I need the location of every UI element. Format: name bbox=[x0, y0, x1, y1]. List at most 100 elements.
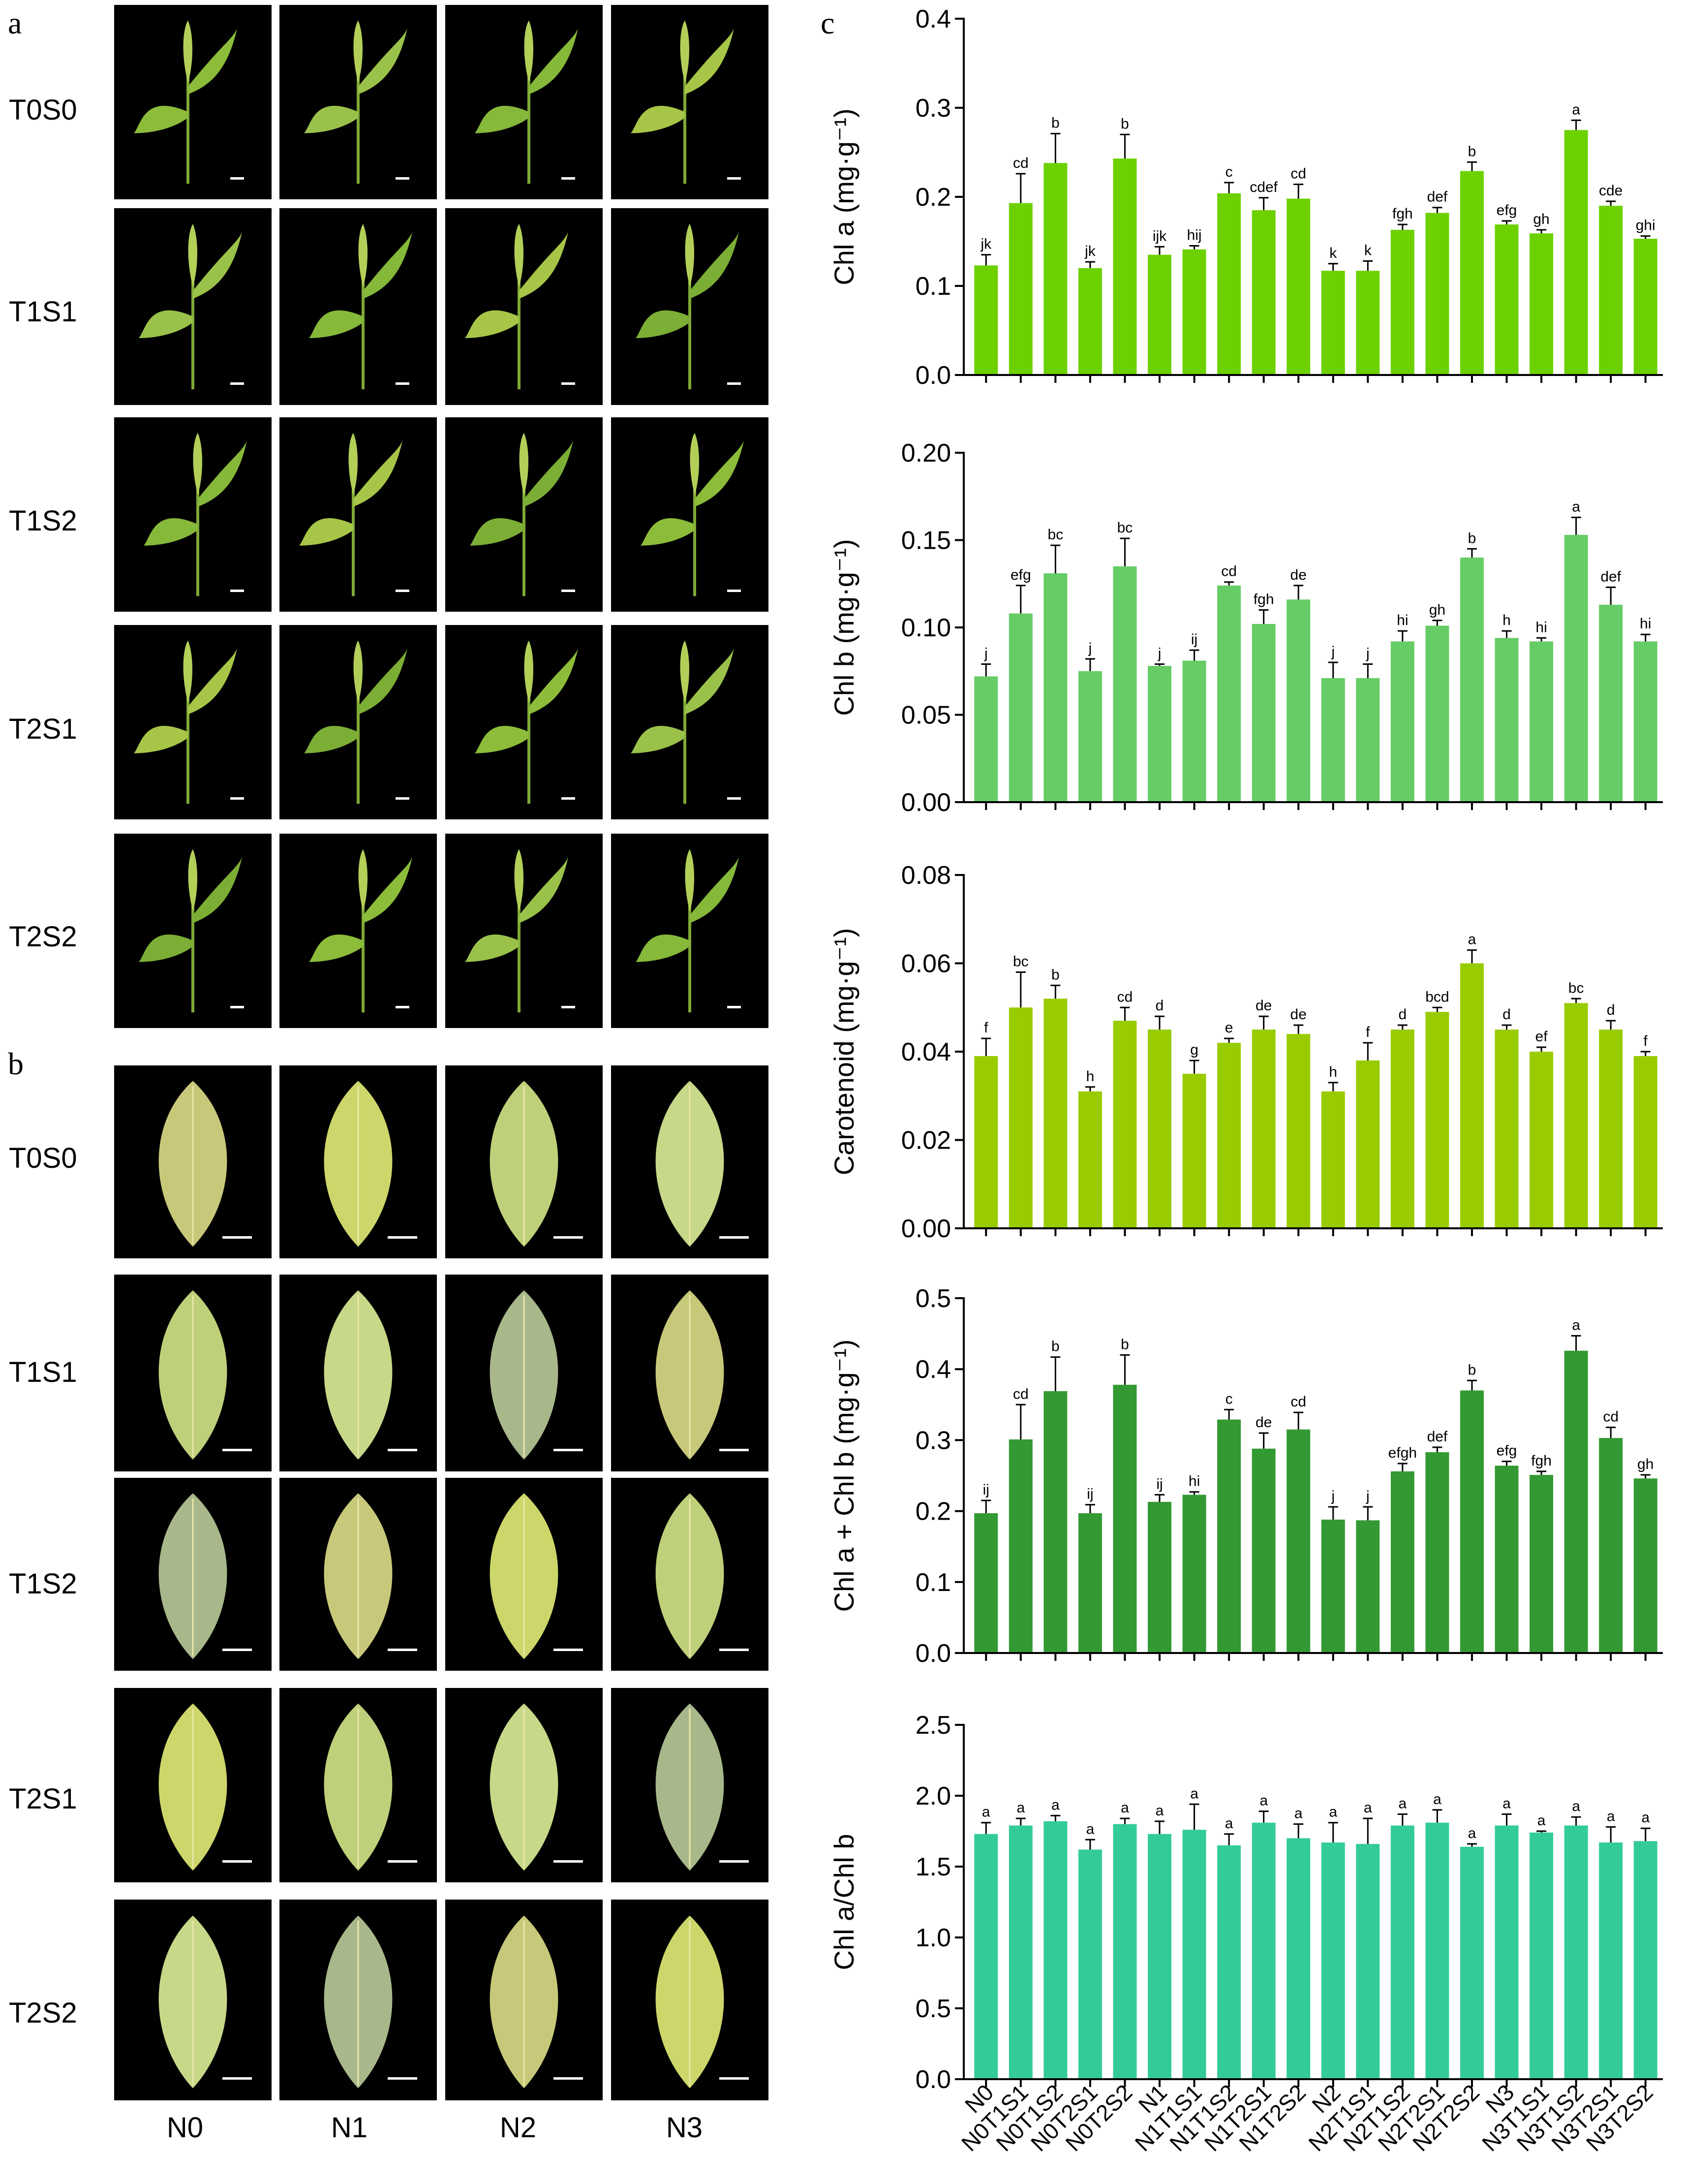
error-bar-4-N1T2S1 bbox=[1258, 1810, 1269, 1823]
panel-letter-b: b bbox=[8, 1046, 24, 1081]
sig-letter-2-N1T1S1: g bbox=[1190, 1042, 1198, 1058]
error-bar-2-N3T2S2 bbox=[1640, 1051, 1651, 1056]
scale-bar bbox=[222, 1449, 252, 1451]
error-bar-3-N0T1S1 bbox=[1015, 1404, 1026, 1439]
error-bar-1-N2T2S2 bbox=[1467, 548, 1477, 558]
y-tick-label-4: 2.0 bbox=[916, 1782, 951, 1810]
y-tick-label-4: 0.0 bbox=[916, 2065, 951, 2094]
row-label-a-T0S0: T0S0 bbox=[9, 94, 77, 126]
bar-3-N1T2S2 bbox=[1287, 1429, 1311, 1653]
y-tick-label-4: 1.0 bbox=[916, 1924, 951, 1952]
sig-letter-2-N0: f bbox=[984, 1020, 988, 1036]
y-tick-label-2: 0.00 bbox=[901, 1215, 951, 1243]
shoot-photo-T2S2-N3 bbox=[611, 834, 768, 1028]
sig-letter-2-N1T2S2: de bbox=[1290, 1006, 1307, 1023]
bar-0-N0T1S2 bbox=[1043, 163, 1068, 375]
error-bar-1-N0 bbox=[981, 663, 991, 677]
error-bar-1-N3T2S1 bbox=[1606, 586, 1616, 605]
error-bar-0-N3T1S2 bbox=[1571, 119, 1581, 130]
error-bar-2-N3 bbox=[1501, 1024, 1512, 1030]
sig-letter-4-N2T2S2: a bbox=[1468, 1825, 1476, 1841]
y-tick-label-1: 0.00 bbox=[901, 788, 951, 817]
panel-letter-a: a bbox=[8, 5, 22, 40]
y-tick-label-3: 0.2 bbox=[916, 1498, 951, 1526]
sig-letter-4-N0T2S2: a bbox=[1121, 1800, 1129, 1816]
sig-letter-4-N0: a bbox=[982, 1804, 990, 1820]
error-bar-0-N2T1S2 bbox=[1397, 223, 1408, 230]
error-bar-0-N2T2S2 bbox=[1467, 161, 1477, 171]
bar-4-N1T2S1 bbox=[1252, 1822, 1276, 2079]
bar-3-N2T1S1 bbox=[1356, 1520, 1380, 1653]
error-bar-1-N1T1S2 bbox=[1224, 581, 1234, 586]
bar-4-N1T1S2 bbox=[1217, 1845, 1241, 2079]
bar-4-N3T2S1 bbox=[1599, 1842, 1623, 2079]
sig-letter-3-N0: ij bbox=[983, 1482, 989, 1498]
shoot-photo-T2S2-N2 bbox=[445, 834, 603, 1028]
error-bar-4-N3 bbox=[1501, 1813, 1512, 1826]
bar-2-N3T1S2 bbox=[1564, 1003, 1588, 1228]
row-label-a-T2S1: T2S1 bbox=[9, 713, 77, 745]
sig-letter-0-N1T2S1: cdef bbox=[1250, 179, 1278, 195]
bar-1-N1T1S2 bbox=[1217, 585, 1241, 802]
y-tick-label-2: 0.04 bbox=[901, 1038, 951, 1066]
error-bar-0-N1T1S1 bbox=[1189, 245, 1199, 250]
error-bar-3-N3T2S2 bbox=[1640, 1474, 1651, 1479]
shoot-photo-T2S1-N0 bbox=[114, 625, 272, 819]
leaf-photo-T1S1-N3 bbox=[611, 1275, 768, 1471]
bar-1-N1 bbox=[1148, 666, 1172, 802]
sig-letter-4-N1T1S2: a bbox=[1225, 1815, 1233, 1832]
error-bar-1-N1T2S2 bbox=[1293, 585, 1304, 600]
scale-bar bbox=[719, 2077, 749, 2080]
bar-2-N2T2S1 bbox=[1425, 1012, 1449, 1228]
error-bar-1-N1T2S1 bbox=[1258, 609, 1269, 624]
scale-bar bbox=[553, 1449, 583, 1451]
sig-letter-1-N3T2S2: hi bbox=[1640, 616, 1651, 632]
y-tick-label-2: 0.02 bbox=[901, 1126, 951, 1155]
sig-letter-0-N0T2S2: b bbox=[1121, 116, 1129, 132]
error-bar-2-N2T1S1 bbox=[1363, 1042, 1373, 1061]
error-bar-3-N2T2S2 bbox=[1467, 1379, 1477, 1391]
error-bar-3-N0T2S2 bbox=[1120, 1354, 1130, 1385]
scale-bar bbox=[553, 1236, 583, 1239]
error-bar-4-N3T1S1 bbox=[1536, 1830, 1547, 1833]
error-bar-2-N1T2S2 bbox=[1293, 1024, 1304, 1034]
error-bar-1-N0T2S1 bbox=[1085, 658, 1095, 671]
scale-bar bbox=[727, 797, 741, 800]
leaf-photo-T1S1-N1 bbox=[279, 1275, 437, 1471]
sig-letter-1-N1T2S1: fgh bbox=[1254, 592, 1274, 608]
error-bar-1-N0T1S2 bbox=[1050, 544, 1061, 573]
bar-4-N2 bbox=[1321, 1842, 1345, 2079]
sig-letter-4-N2T1S2: a bbox=[1399, 1795, 1407, 1811]
sig-letter-3-N0T1S1: cd bbox=[1013, 1386, 1029, 1402]
sig-letter-3-N1T2S1: de bbox=[1256, 1414, 1272, 1431]
shoot-photo-T0S0-N2 bbox=[445, 5, 603, 199]
bar-4-N3T1S2 bbox=[1564, 1825, 1588, 2079]
bar-3-N0T1S2 bbox=[1043, 1391, 1068, 1653]
sig-letter-2-N2T1S1: f bbox=[1366, 1024, 1370, 1040]
error-bar-4-N3T2S2 bbox=[1640, 1827, 1651, 1841]
y-tick-label-0: 0.3 bbox=[916, 94, 951, 123]
bar-1-N2T2S2 bbox=[1460, 558, 1484, 802]
error-bar-3-N0T2S1 bbox=[1085, 1504, 1095, 1513]
y-axis-label-2: Carotenoid (mg·g⁻¹) bbox=[828, 928, 859, 1176]
y-tick-label-0: 0.0 bbox=[916, 361, 951, 390]
bar-0-N3 bbox=[1495, 224, 1519, 375]
scale-bar bbox=[387, 1449, 417, 1451]
sig-letter-0-N0T2S1: jk bbox=[1084, 243, 1096, 259]
bar-4-N3 bbox=[1495, 1825, 1519, 2079]
shoot-photo-T1S1-N3 bbox=[611, 208, 768, 405]
bar-3-N0T1S1 bbox=[1009, 1439, 1033, 1653]
sig-letter-4-N1T1S1: a bbox=[1190, 1785, 1198, 1802]
sig-letter-1-N1T1S2: cd bbox=[1221, 563, 1237, 580]
y-axis-label-0: Chl a (mg·g⁻¹) bbox=[828, 108, 859, 285]
sig-letter-1-N3T2S1: def bbox=[1600, 568, 1621, 585]
axes-4 bbox=[963, 1724, 1663, 2080]
sig-letter-0-N2T1S2: fgh bbox=[1392, 206, 1413, 222]
error-bar-3-N0T1S2 bbox=[1050, 1356, 1061, 1391]
shoot-photo-T1S2-N1 bbox=[279, 417, 437, 612]
col-label-N1: N1 bbox=[331, 2112, 368, 2144]
col-label-N3: N3 bbox=[666, 2112, 703, 2144]
bar-3-N2T2S2 bbox=[1460, 1390, 1484, 1653]
scale-bar bbox=[727, 177, 741, 180]
scale-bar bbox=[561, 382, 575, 385]
